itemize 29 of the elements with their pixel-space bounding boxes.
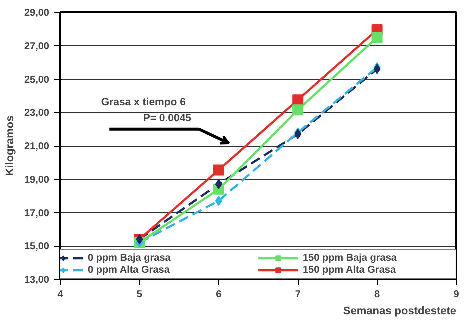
x-tick-label: 8 <box>374 290 381 300</box>
x-axis-title: Semanas postdestete <box>343 306 457 318</box>
point <box>215 179 222 190</box>
x-tick-label: 4 <box>58 290 64 300</box>
point <box>292 104 304 116</box>
x-tick-label: 7 <box>295 290 302 300</box>
point <box>372 32 383 44</box>
y-tick-label: 21,00 <box>24 142 50 152</box>
y-axis-title: Kilogramos <box>4 116 16 176</box>
y-tick-label: 25,00 <box>24 74 50 86</box>
point <box>215 196 222 206</box>
y-tick-label: 27,00 <box>24 41 50 52</box>
y-tick-label: 29,00 <box>24 8 50 19</box>
legend-label: 0 ppm Alta Grasa <box>88 264 171 276</box>
annotation: Grasa x tiempo 6 <box>101 96 186 108</box>
point <box>213 164 224 176</box>
legend-label: 150 ppm Baja grasa <box>303 252 398 264</box>
point <box>292 94 304 106</box>
x-tick-label: 6 <box>216 290 222 300</box>
legend-label: 0 ppm Baja grasa <box>88 252 172 264</box>
y-tick-label: 17,00 <box>24 208 50 220</box>
x-tick-label: 9 <box>454 290 460 300</box>
annotation: P= 0.0045 <box>143 112 192 124</box>
x-tick-label: 5 <box>136 290 143 300</box>
y-tick-label: 15,00 <box>24 242 50 253</box>
y-tick-label: 19,00 <box>24 174 50 186</box>
y-tick-label: 23,00 <box>24 108 50 120</box>
y-tick-label: 13,00 <box>24 275 50 286</box>
legend-label: 150 ppm Alta Grasa <box>303 264 398 276</box>
